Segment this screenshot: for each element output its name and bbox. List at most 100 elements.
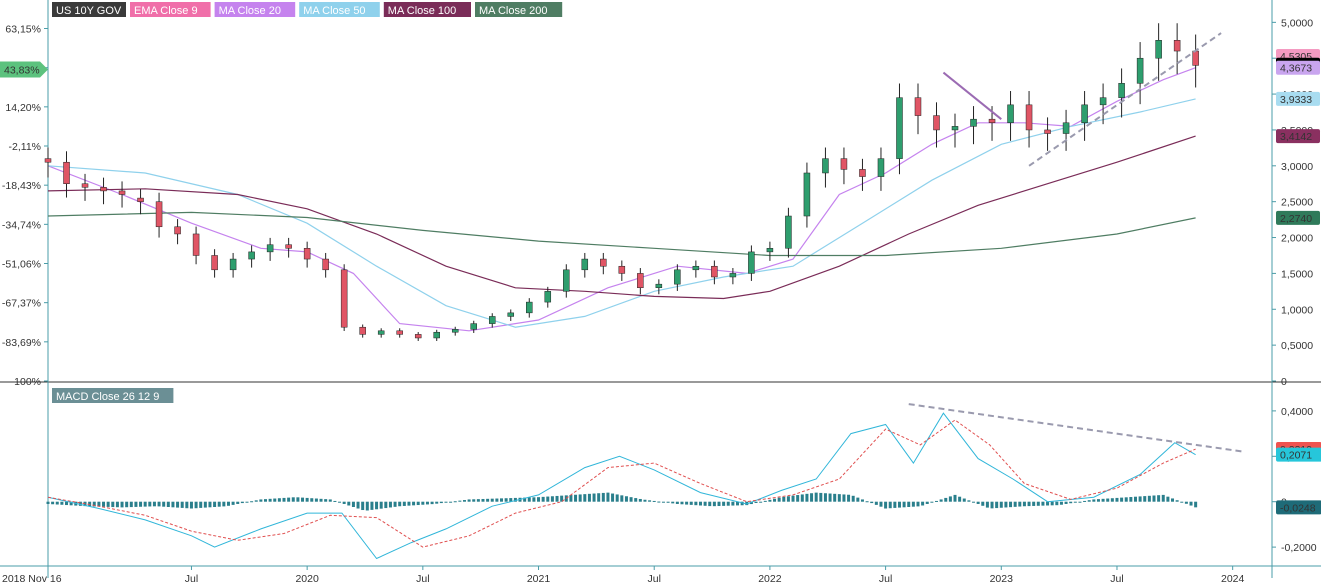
candle[interactable] xyxy=(100,187,107,192)
macd-histogram-bar xyxy=(1180,501,1184,503)
macd-trendline[interactable] xyxy=(908,403,1245,453)
macd-histogram-bar xyxy=(1041,501,1045,506)
candle[interactable] xyxy=(914,97,922,116)
candle[interactable] xyxy=(155,201,163,228)
candle[interactable] xyxy=(618,265,626,274)
candle[interactable] xyxy=(970,118,977,127)
candle[interactable] xyxy=(785,215,792,249)
macd-legend-item[interactable]: MACD Close 26 12 9 xyxy=(56,391,159,403)
candle[interactable] xyxy=(1081,104,1088,124)
candle[interactable] xyxy=(1099,97,1107,106)
price-trendline[interactable] xyxy=(1028,32,1222,167)
macd-histogram-bar xyxy=(176,501,180,508)
candle[interactable] xyxy=(600,258,607,267)
candle[interactable] xyxy=(322,258,329,271)
candle[interactable] xyxy=(822,158,829,174)
candle[interactable] xyxy=(581,258,589,271)
legend-item[interactable]: US 10Y GOV xyxy=(56,5,122,17)
macd-line-macd[interactable] xyxy=(47,412,1196,560)
candle[interactable] xyxy=(933,115,940,131)
candle[interactable] xyxy=(1192,50,1199,66)
candle[interactable] xyxy=(211,255,218,271)
candle[interactable] xyxy=(1025,104,1033,131)
macd-histogram-bar xyxy=(1032,501,1036,506)
line-ma-close-200[interactable] xyxy=(47,211,1196,257)
candle[interactable] xyxy=(711,265,718,278)
macd-histogram-bar xyxy=(643,499,647,502)
price-trendline[interactable] xyxy=(942,71,1002,120)
candle[interactable] xyxy=(1044,129,1051,134)
line-ma-close-100[interactable] xyxy=(47,135,1196,300)
candle[interactable] xyxy=(674,269,681,285)
candle[interactable] xyxy=(359,326,366,335)
candle[interactable] xyxy=(1118,83,1125,98)
candle[interactable] xyxy=(377,330,385,335)
candle[interactable] xyxy=(118,190,126,195)
candle[interactable] xyxy=(526,301,533,314)
line-ma-close-20[interactable] xyxy=(47,67,1196,332)
macd-histogram-bar xyxy=(814,492,818,502)
candle[interactable] xyxy=(470,323,477,330)
macd-histogram-bar xyxy=(972,501,976,503)
macd-line-signal[interactable] xyxy=(47,419,1196,548)
legend-item[interactable]: EMA Close 9 xyxy=(134,5,198,17)
macd-histogram-bar xyxy=(791,495,795,502)
macd-histogram-bar xyxy=(495,498,499,502)
candle[interactable] xyxy=(248,251,255,260)
candle[interactable] xyxy=(266,244,274,253)
candle[interactable] xyxy=(1007,104,1014,124)
legend-item[interactable]: MA Close 50 xyxy=(303,5,365,17)
legend-item[interactable]: MA Close 100 xyxy=(388,5,456,17)
candle[interactable] xyxy=(748,251,755,274)
candle[interactable] xyxy=(192,233,200,256)
price-right-tick-label: 2,5000 xyxy=(1281,197,1313,209)
macd-histogram-bar xyxy=(1133,496,1137,502)
candle[interactable] xyxy=(340,269,348,328)
candle[interactable] xyxy=(692,265,700,271)
macd-histogram-bar xyxy=(948,496,952,502)
candle[interactable] xyxy=(877,158,885,177)
macd-histogram-bar xyxy=(782,496,786,502)
candle[interactable] xyxy=(396,330,403,335)
candle[interactable] xyxy=(451,329,459,333)
legend-item[interactable]: MA Close 200 xyxy=(479,5,547,17)
candle[interactable] xyxy=(1155,40,1162,59)
candle[interactable] xyxy=(303,248,311,260)
price-right-tick-label: 2,0000 xyxy=(1281,233,1313,245)
candle[interactable] xyxy=(859,169,866,177)
candle[interactable] xyxy=(137,197,144,202)
candle[interactable] xyxy=(637,273,644,288)
candle[interactable] xyxy=(951,126,959,131)
candle[interactable] xyxy=(544,291,552,303)
candle[interactable] xyxy=(81,183,89,188)
candle[interactable] xyxy=(1062,122,1070,134)
macd-histogram-bar xyxy=(199,501,203,508)
candle[interactable] xyxy=(414,334,422,339)
macd-histogram-bar xyxy=(1124,497,1128,502)
candle[interactable] xyxy=(1136,57,1144,84)
candle[interactable] xyxy=(488,316,496,324)
candle[interactable] xyxy=(766,248,774,253)
candle[interactable] xyxy=(1173,40,1181,52)
candle[interactable] xyxy=(563,269,570,292)
candle[interactable] xyxy=(729,273,737,278)
candle[interactable] xyxy=(988,118,996,124)
candle[interactable] xyxy=(840,158,848,170)
candle[interactable] xyxy=(896,97,903,159)
legend-item[interactable]: MA Close 20 xyxy=(219,5,281,17)
macd-histogram-bar xyxy=(990,501,994,509)
candle[interactable] xyxy=(174,226,181,235)
candle[interactable] xyxy=(44,158,52,163)
candle[interactable] xyxy=(655,283,663,288)
candle[interactable] xyxy=(803,172,811,217)
candle[interactable] xyxy=(433,331,440,339)
macd-histogram-bar xyxy=(925,501,929,504)
candle[interactable] xyxy=(229,258,237,271)
candle[interactable] xyxy=(63,161,70,184)
candle[interactable] xyxy=(507,312,515,317)
line-ma-close-50[interactable] xyxy=(47,98,1196,328)
candle[interactable] xyxy=(285,244,292,249)
